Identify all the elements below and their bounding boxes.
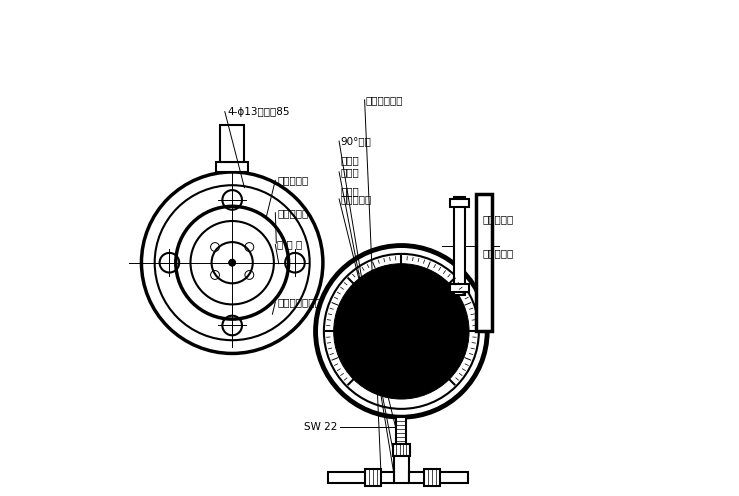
Text: 仪表连接杆: 仪表连接杆 (340, 194, 371, 204)
Text: 法兰锁紧螺母: 法兰锁紧螺母 (366, 95, 403, 105)
Text: 20: 20 (352, 312, 361, 321)
Text: 有限责任公司: 有限责任公司 (392, 377, 410, 382)
Bar (451, 199, 469, 207)
Text: 10: 10 (352, 341, 361, 351)
Bar (393, 444, 409, 456)
Text: 0: 0 (366, 360, 370, 369)
Text: 压力表: 压力表 (392, 307, 410, 317)
Text: 防腐材料工作区: 防腐材料工作区 (277, 297, 321, 307)
Bar (365, 469, 381, 486)
Text: 40: 40 (397, 280, 406, 289)
Bar (220, 125, 244, 162)
Text: 聚四氟乙烯: 聚四氟乙烯 (277, 208, 309, 218)
Text: MPa: MPa (406, 338, 423, 347)
Bar (454, 196, 465, 295)
Text: 日谷智能自动化设备: 日谷智能自动化设备 (389, 371, 415, 375)
Text: 90°转角: 90°转角 (340, 136, 371, 146)
Text: 紧螺母: 紧螺母 (340, 186, 359, 196)
Text: 聚四氟乙烯: 聚四氟乙烯 (483, 215, 514, 225)
Circle shape (334, 264, 469, 399)
Bar (409, 472, 468, 484)
Text: 仪表锁: 仪表锁 (340, 167, 359, 177)
Text: 钆阀500015: 钆阀500015 (389, 353, 416, 359)
Text: 30: 30 (369, 289, 378, 298)
Text: 防腥: 防腥 (401, 295, 413, 305)
Circle shape (397, 327, 406, 336)
Text: SW 22: SW 22 (304, 422, 338, 432)
Circle shape (229, 259, 236, 266)
Bar (394, 456, 409, 484)
Text: 连接器: 连接器 (340, 155, 359, 165)
Circle shape (229, 260, 235, 266)
Bar (397, 417, 406, 444)
Bar (424, 469, 440, 486)
Text: 不锈钢法兰: 不锈钢法兰 (483, 248, 514, 258)
Text: 50: 50 (424, 289, 434, 298)
Text: 过 油 孔: 过 油 孔 (277, 240, 302, 249)
Text: 60: 60 (441, 312, 451, 321)
Bar (476, 194, 491, 331)
Text: Ex: Ex (384, 340, 391, 345)
Text: 4-ϕ13中心距85: 4-ϕ13中心距85 (228, 107, 290, 117)
Bar (451, 284, 469, 292)
Bar (217, 162, 248, 172)
Bar (328, 472, 394, 484)
Text: 不锈钢法兰: 不锈钢法兰 (277, 175, 309, 186)
